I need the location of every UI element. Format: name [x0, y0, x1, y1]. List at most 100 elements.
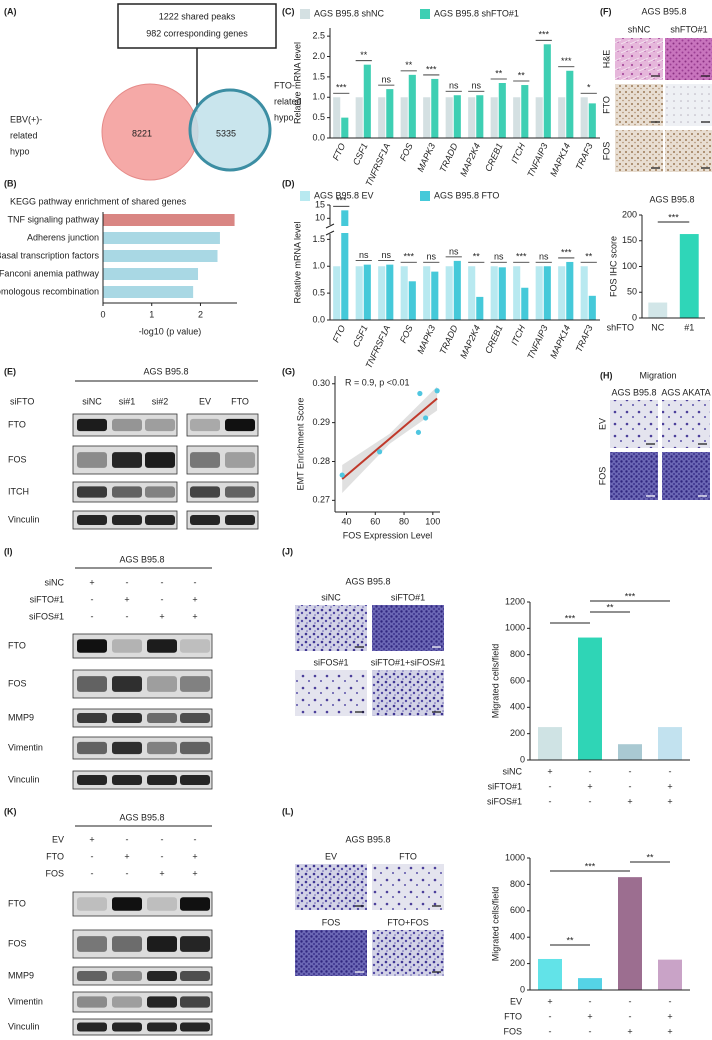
legend-swatch: [300, 191, 310, 201]
condition-sign: -: [161, 594, 164, 604]
legend-swatch: [420, 9, 430, 19]
grid-title: AGS B95.8: [345, 834, 390, 844]
bar: [400, 266, 408, 320]
condition-sign: -: [589, 796, 592, 806]
blot-band: [190, 452, 220, 468]
blot-band: [147, 712, 177, 724]
blot-band: [112, 897, 142, 911]
blot-band: [145, 452, 175, 468]
bar: [378, 266, 386, 320]
condition-sign: -: [549, 1011, 552, 1021]
bar: [566, 70, 574, 138]
y-tick-label: 200: [510, 728, 525, 738]
point: [434, 388, 440, 394]
blot-row-label: FOS: [8, 938, 27, 948]
condition-sign: +: [547, 996, 552, 1006]
blot-band: [145, 514, 175, 526]
category-label: FOS: [398, 142, 415, 163]
condition-sign: -: [91, 611, 94, 621]
blot-row-label: FOS: [8, 454, 27, 464]
y-tick-label: 0: [632, 312, 637, 322]
y-tick-label: 1200: [505, 596, 525, 606]
blot-band: [112, 486, 142, 498]
point: [417, 390, 423, 397]
blot-strip: [72, 1018, 213, 1036]
condition-label: FTO: [46, 851, 64, 861]
bar: [355, 97, 363, 138]
panel-label: (F): [600, 6, 612, 16]
lane-label: si#1: [119, 396, 136, 406]
x-tick-label: 100: [425, 516, 440, 526]
significance-label: ***: [426, 64, 437, 74]
venn-label: EBV(+)-: [10, 114, 42, 124]
bar: [476, 296, 484, 320]
bar: [333, 266, 341, 320]
significance-label: ns: [494, 252, 504, 262]
bar: [468, 97, 476, 138]
blot-band: [180, 996, 210, 1008]
y-axis-label: Migrated cells/field: [490, 644, 500, 719]
bar: [648, 302, 668, 318]
condition-sign: +: [192, 868, 197, 878]
blot-title: AGS B95.8: [119, 812, 164, 822]
blot-band: [112, 774, 142, 786]
blot-band: [180, 897, 210, 911]
category-label: FTO: [331, 142, 348, 162]
significance-label: ***: [336, 83, 347, 93]
micrograph: [372, 864, 444, 910]
condition-sign: -: [669, 996, 672, 1006]
blot-row-label: FTO: [8, 640, 26, 650]
significance-label: **: [405, 60, 413, 70]
category-label: MAPK14: [548, 142, 572, 178]
box-text: 1222 shared peaks: [159, 11, 236, 21]
venn-label: related: [10, 130, 38, 140]
y-tick-label: 0.0: [312, 314, 325, 324]
category-label: ITCH: [509, 323, 527, 347]
y-tick-label: 1000: [505, 852, 525, 862]
bar: [103, 214, 235, 226]
panel-label: (L): [282, 806, 294, 816]
condition-label: FOS: [45, 868, 64, 878]
chart-title: KEGG pathway enrichment of shared genes: [10, 196, 187, 206]
panel-label: (B): [4, 178, 17, 188]
condition-sign: -: [126, 611, 129, 621]
blot-band: [77, 486, 107, 498]
panel-label: (G): [282, 366, 295, 376]
blot-band: [77, 741, 107, 755]
grid-title: AGS B95.8: [345, 576, 390, 586]
legend-swatch: [300, 9, 310, 19]
condition-sign: +: [667, 781, 672, 791]
blot-band: [180, 741, 210, 755]
significance-label: ns: [426, 252, 436, 262]
condition-sign: +: [667, 1026, 672, 1036]
bar: [538, 727, 562, 760]
micrograph: [662, 452, 710, 500]
blot-strip: [72, 736, 213, 760]
blot-band: [112, 970, 142, 982]
blot-band: [112, 514, 142, 526]
y-axis-label: Migrated cells/field: [490, 887, 500, 962]
condition-sign: -: [549, 1026, 552, 1036]
blot-row-label: MMP9: [8, 712, 34, 722]
condition-sign: -: [126, 577, 129, 587]
category-label: FOS: [398, 324, 415, 345]
significance-label: **: [606, 602, 614, 612]
chart-title: AGS B95.8: [649, 194, 694, 204]
column-label: shFTO#1: [670, 24, 707, 34]
y-axis-label: FOS IHC score: [608, 236, 618, 297]
category-label: TRAF3: [574, 142, 595, 172]
condition-sign: -: [549, 796, 552, 806]
category-label: Basal transcription factors: [0, 250, 99, 260]
panel-label: (J): [282, 546, 293, 556]
blot-band: [145, 486, 175, 498]
category-label: TNFAIP3: [525, 142, 549, 179]
y-axis-label: EMT Enrichment Score: [295, 398, 305, 491]
row-label: FOS: [601, 142, 611, 161]
blot-band: [147, 936, 177, 952]
micrograph: [665, 38, 712, 80]
blot-row-label: FTO: [8, 419, 26, 429]
blot-strip: [72, 770, 213, 790]
blot-band: [77, 514, 107, 526]
y-tick-label: 0.5: [312, 288, 325, 298]
bar: [521, 287, 529, 320]
